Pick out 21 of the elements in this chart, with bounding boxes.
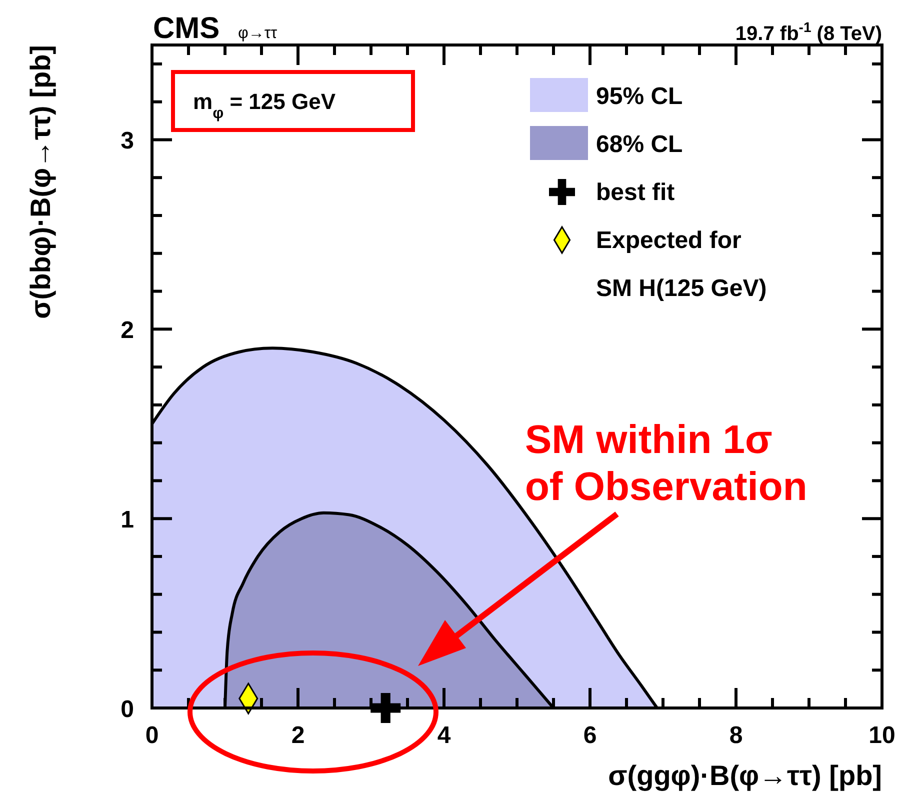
x-axis-title: σ(ggφ)·B(φ→ττ) [pb] <box>608 760 882 791</box>
annotation: m$_{φ}$ = 125 GeV <box>193 89 336 122</box>
legend-label: best fit <box>596 179 675 206</box>
y-tick-label: 2 <box>120 317 134 344</box>
x-tick-label: 10 <box>868 722 896 749</box>
x-tick-label: 6 <box>583 722 597 749</box>
legend-label: Expected for SM H(125 GeV) <box>596 227 767 302</box>
x-tick-label: 4 <box>437 722 452 749</box>
x-tick-label: 2 <box>291 722 305 749</box>
chart-subtitle: φ→ττ <box>238 25 278 42</box>
y-tick-label: 3 <box>120 128 134 155</box>
y-tick-label: 0 <box>120 696 134 723</box>
annotation: 19.7 fb$^{-1}$ (8 TeV) <box>735 19 882 45</box>
x-tick-label: 8 <box>729 722 743 749</box>
y-axis-title: σ(bbφ)·B(φ→ττ) [pb] <box>25 45 56 319</box>
y-tick-label: 1 <box>120 506 134 534</box>
chart-title: CMS <box>153 12 220 45</box>
x-tick-label: 0 <box>145 722 159 749</box>
legend-label: 68% CL <box>596 131 683 158</box>
annotation: SM within 1σ of Observation <box>525 418 808 509</box>
legend-label: 95% CL <box>596 83 683 110</box>
